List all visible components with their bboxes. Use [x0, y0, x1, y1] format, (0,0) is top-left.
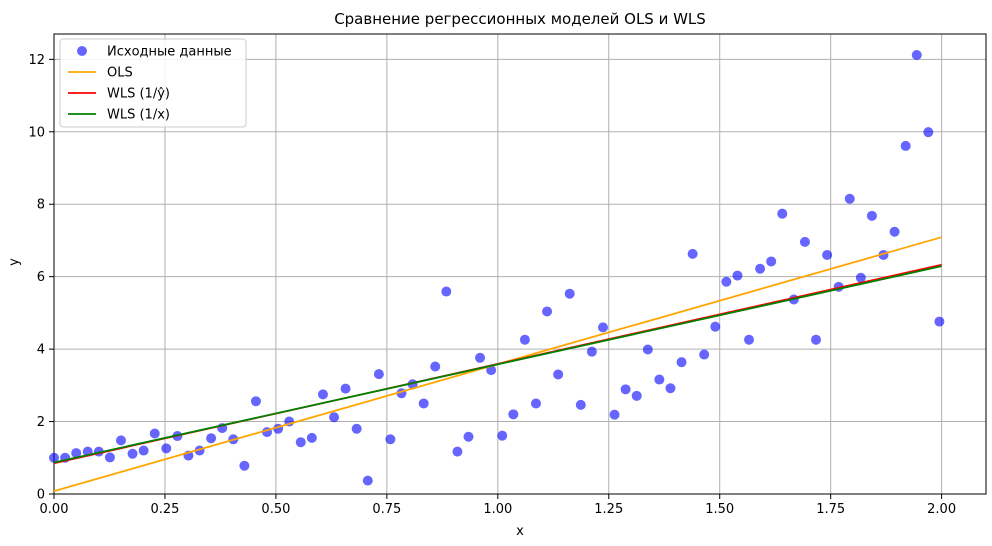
- legend-label: WLS (1/ŷ): [107, 87, 170, 102]
- data-point: [755, 263, 766, 274]
- data-point: [306, 432, 317, 443]
- y-axis-ticks: 0 2 4 6 8 10 12: [28, 53, 54, 503]
- data-point: [430, 361, 441, 372]
- x-tick-label: 1.00: [483, 502, 512, 517]
- data-point: [161, 443, 172, 454]
- legend: Исходные данные OLS WLS (1/ŷ) WLS (1/x): [59, 38, 247, 128]
- chart-title: Сравнение регрессионных моделей OLS и WL…: [334, 10, 706, 28]
- legend-label: WLS (1/x): [107, 108, 170, 123]
- y-tick-label: 8: [37, 198, 45, 213]
- data-point: [631, 390, 642, 401]
- data-point: [923, 127, 934, 138]
- data-point: [475, 352, 486, 363]
- data-point: [553, 369, 564, 380]
- data-point: [811, 334, 822, 345]
- data-point: [206, 433, 217, 444]
- x-tick-label: 2.00: [927, 502, 956, 517]
- data-point: [138, 445, 149, 456]
- x-tick-label: 1.50: [705, 502, 734, 517]
- data-point: [597, 322, 608, 333]
- data-point: [620, 384, 631, 395]
- y-tick-label: 12: [28, 53, 45, 68]
- data-point: [127, 448, 138, 459]
- y-tick-label: 10: [28, 125, 45, 140]
- data-point: [508, 409, 519, 420]
- x-axis-ticks: 0.00 0.25 0.50 0.75 1.00 1.25 1.50 1.75 2.00: [40, 494, 956, 517]
- data-point: [889, 226, 900, 237]
- y-tick-label: 4: [37, 343, 45, 358]
- scatter-points: [49, 50, 945, 486]
- data-point: [855, 272, 866, 283]
- data-point: [721, 276, 732, 287]
- data-point: [866, 210, 877, 221]
- data-point: [822, 249, 833, 260]
- data-point: [654, 374, 665, 385]
- data-point: [934, 316, 945, 327]
- y-axis-label: y: [7, 258, 22, 266]
- data-point: [642, 344, 653, 355]
- plot-frame: [53, 33, 987, 495]
- data-point: [362, 475, 373, 486]
- data-point: [777, 208, 788, 219]
- data-point: [766, 256, 777, 267]
- y-tick-label: 2: [37, 415, 45, 430]
- data-point: [799, 236, 810, 247]
- data-point: [609, 409, 620, 420]
- data-point: [340, 383, 351, 394]
- x-tick-label: 0.25: [150, 502, 179, 517]
- data-point: [900, 140, 911, 151]
- x-tick-label: 0.00: [40, 502, 69, 517]
- legend-box: [59, 38, 247, 128]
- legend-marker: [77, 46, 87, 56]
- data-point: [351, 423, 362, 434]
- data-point: [699, 349, 710, 360]
- data-point: [116, 435, 127, 446]
- data-point: [452, 446, 463, 457]
- data-point: [687, 248, 698, 259]
- data-point: [49, 452, 59, 463]
- y-tick-label: 6: [37, 270, 45, 285]
- x-tick-label: 1.75: [816, 502, 845, 517]
- data-point: [239, 460, 250, 471]
- x-axis-label: x: [516, 524, 524, 539]
- data-point: [710, 321, 721, 332]
- data-point: [250, 396, 261, 407]
- legend-label: Исходные данные: [107, 45, 232, 60]
- x-tick-label: 1.25: [594, 502, 623, 517]
- data-point: [844, 193, 855, 204]
- data-point: [295, 437, 306, 448]
- data-point: [530, 398, 541, 409]
- data-point: [149, 428, 160, 439]
- data-point: [317, 389, 328, 400]
- x-tick-label: 0.50: [261, 502, 290, 517]
- data-point: [71, 448, 82, 459]
- data-point: [542, 306, 553, 317]
- data-point: [373, 369, 384, 380]
- data-point: [441, 286, 452, 297]
- data-point: [744, 334, 755, 345]
- data-point: [665, 383, 676, 394]
- data-point: [564, 288, 575, 299]
- data-point: [463, 431, 474, 442]
- data-point: [732, 270, 743, 281]
- data-point: [104, 452, 115, 463]
- data-point: [385, 434, 396, 445]
- regression-lines: [53, 236, 942, 492]
- data-point: [911, 50, 922, 61]
- y-tick-label: 0: [37, 488, 45, 503]
- data-point: [418, 398, 429, 409]
- legend-label: OLS: [107, 66, 133, 81]
- data-point: [329, 412, 340, 423]
- data-point: [519, 334, 530, 345]
- data-point: [676, 357, 687, 368]
- regression-line: [53, 265, 942, 464]
- data-point: [497, 430, 508, 441]
- data-point: [586, 346, 597, 357]
- x-tick-label: 0.75: [372, 502, 401, 517]
- data-point: [575, 399, 586, 410]
